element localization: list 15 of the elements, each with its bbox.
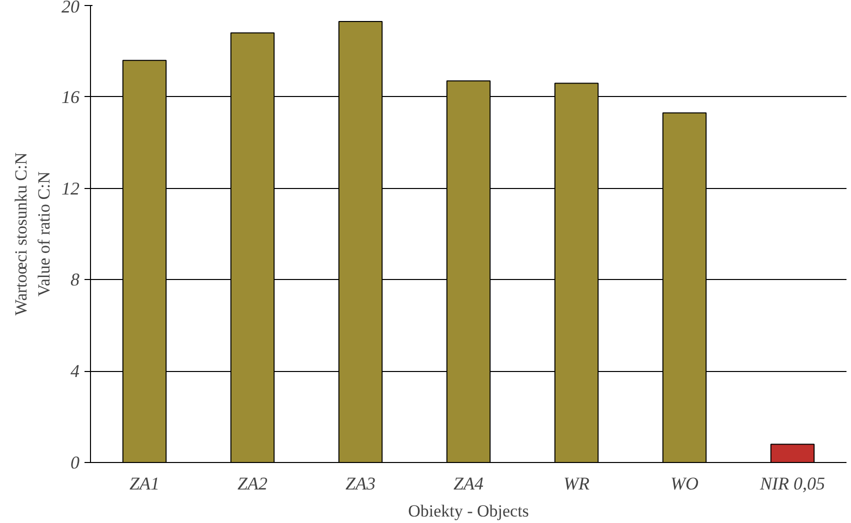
y-tick-label: 20	[62, 0, 80, 16]
y-tick-label: 0	[70, 452, 80, 472]
x-tick-label: WO	[670, 474, 699, 494]
x-tick-label: WR	[564, 474, 590, 494]
x-tick-label: ZA2	[237, 474, 268, 494]
y-axis-title: Wartoœci stosunku C:N Value of ratio C:N	[12, 152, 54, 316]
x-tick-label: ZA3	[345, 474, 376, 494]
x-tick-label: ZA4	[453, 474, 484, 494]
x-tick-label: NIR 0,05	[759, 474, 825, 494]
y-tick-label: 16	[62, 86, 80, 107]
x-tick-label: ZA1	[129, 474, 160, 494]
x-axis-title: Obiekty - Objects	[408, 502, 529, 520]
y-tick-label: 12	[62, 178, 80, 198]
y-tick-label: 8	[70, 270, 80, 290]
y-tick-label: 4	[70, 361, 80, 382]
